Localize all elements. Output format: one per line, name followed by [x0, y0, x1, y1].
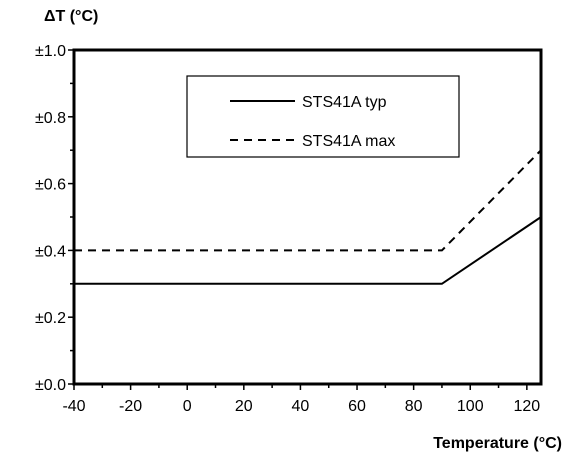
x-tick-label: -40	[62, 398, 85, 415]
legend-label-typ: STS41A typ	[302, 94, 387, 111]
y-axis-title: ΔT (°C)	[44, 8, 98, 25]
x-tick-label: 0	[183, 398, 192, 415]
y-tick-label: ±0.6	[35, 177, 66, 194]
y-tick-label: ±0.8	[35, 110, 66, 127]
legend: STS41A typ STS41A max	[186, 75, 460, 158]
y-tick-label: ±1.0	[35, 43, 66, 60]
x-tick-label: 80	[405, 398, 423, 415]
x-tick-label: 120	[513, 398, 540, 415]
series-line-max	[74, 149, 542, 252]
y-axis-ticks: ±0.0 ±0.2 ±0.4 ±0.6 ±0.8 ±1.0	[35, 43, 74, 394]
y-tick-label: ±0.0	[35, 377, 66, 394]
x-tick-label: 40	[292, 398, 310, 415]
y-tick-label: ±0.4	[35, 243, 66, 260]
x-axis-ticks: -40 -20 0 20 40 60 80 100 120	[62, 384, 540, 415]
plot-frame	[72, 48, 543, 386]
series-line-typ	[74, 216, 542, 285]
x-tick-label: 60	[348, 398, 366, 415]
x-axis-title: Temperature (°C)	[433, 435, 562, 452]
x-tick-label: 20	[235, 398, 253, 415]
x-tick-label: -20	[119, 398, 142, 415]
legend-label-max: STS41A max	[302, 133, 395, 150]
y-tick-label: ±0.2	[35, 310, 66, 327]
series-layer	[74, 149, 542, 285]
legend-box	[186, 75, 460, 158]
x-tick-label: 100	[457, 398, 484, 415]
